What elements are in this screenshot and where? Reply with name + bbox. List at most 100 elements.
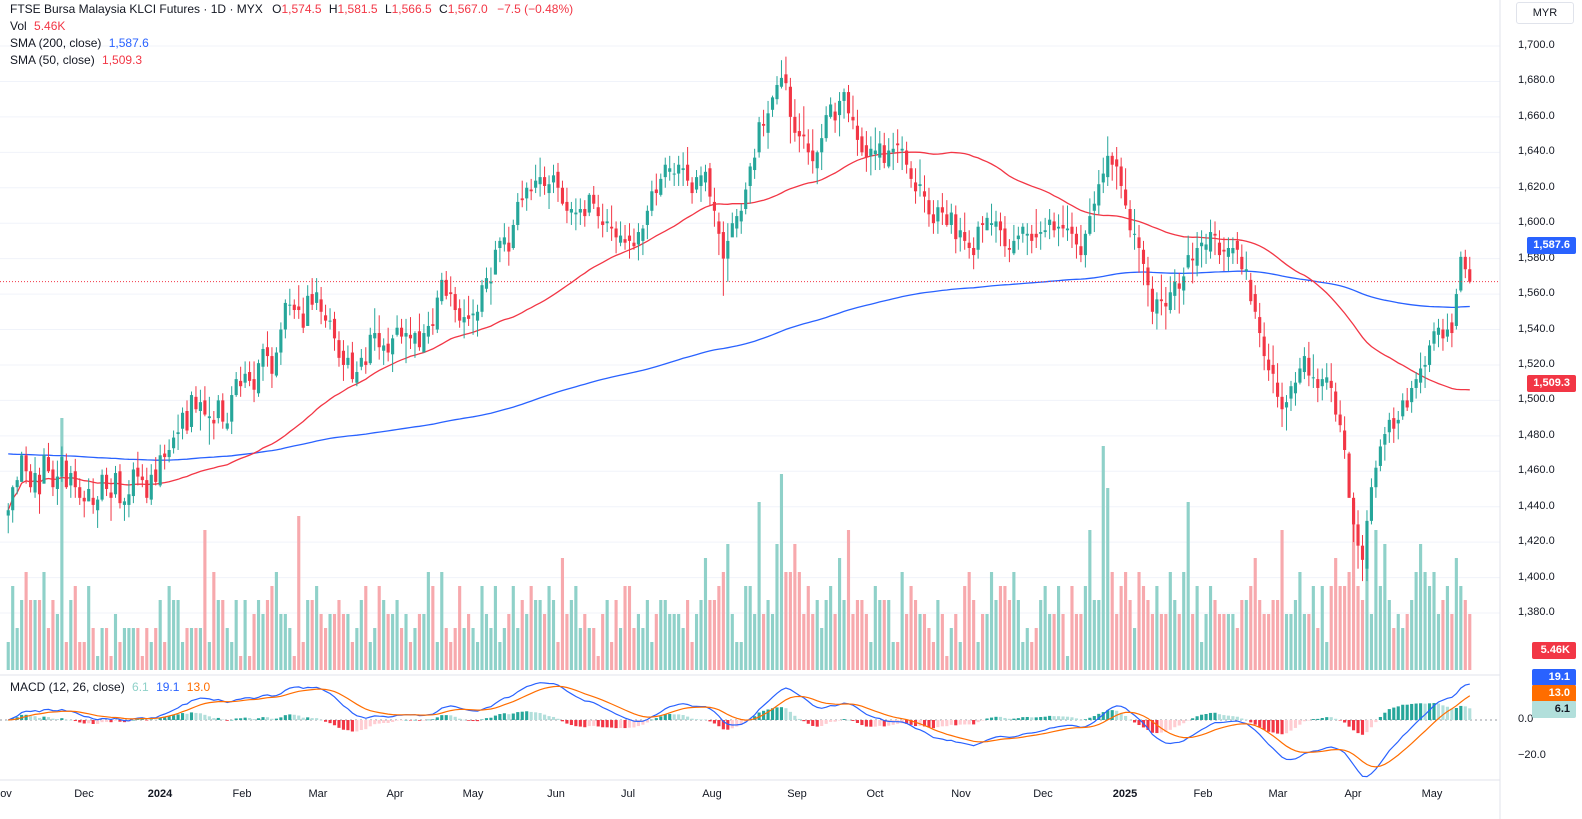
macd-legend[interactable]: MACD (12, 26, close) 6.1 19.1 13.0 [10, 678, 210, 696]
volume-bar [104, 628, 109, 670]
volume-bar [909, 586, 913, 670]
candle-body [127, 494, 131, 505]
candle-body [587, 194, 591, 213]
macd-hist-bar [1226, 715, 1230, 720]
macd-hist-bar [837, 720, 842, 721]
macd-hist-bar [493, 715, 497, 720]
macd-hist-bar [927, 720, 931, 728]
low-label: L [384, 2, 392, 16]
volume-bar [1155, 586, 1159, 670]
volume-bar [332, 614, 337, 670]
candle-body [252, 379, 256, 390]
candle-body [29, 471, 33, 488]
candle-body [1423, 364, 1427, 367]
candle-body [194, 396, 198, 410]
macd-hist-bar [1351, 720, 1356, 731]
macd-hist-bar [610, 720, 614, 728]
candle-body [1048, 219, 1052, 225]
candle-body [1141, 249, 1146, 264]
volume-bar [1021, 642, 1025, 670]
volume-bar [297, 516, 301, 670]
macd-hist-bar [981, 720, 985, 721]
volume-bar [1177, 614, 1181, 670]
candle-body [203, 400, 207, 415]
volume-bar [1396, 614, 1400, 670]
macd-hist-bar [793, 715, 797, 720]
macd-hist-bar [475, 720, 480, 722]
volume-bar [1088, 530, 1092, 670]
macd-hist-bar [239, 718, 243, 720]
macd-hist-bar [1191, 718, 1195, 720]
macd-hist-bar [668, 713, 672, 720]
sma200-legend[interactable]: SMA (200, close) 1,587.6 [10, 34, 149, 52]
candle-body [1168, 292, 1172, 311]
macd-hist-bar [270, 718, 274, 720]
macd-hist-bar [887, 720, 891, 726]
volume-bar [931, 642, 935, 670]
volume-bar [118, 642, 122, 670]
volume-bar [1343, 586, 1347, 670]
volume-bar [958, 642, 962, 670]
volume-bar [641, 628, 645, 670]
macd-hist-bar [1124, 715, 1128, 720]
volume-bar [748, 586, 752, 670]
macd-hist-bar [484, 718, 489, 720]
macd-hist-bar [529, 711, 533, 720]
volume-legend[interactable]: Vol 5.46K [10, 17, 65, 35]
macd-hist-bar [1374, 720, 1378, 723]
macd-hist-bar [967, 720, 971, 725]
candle-body [1128, 209, 1132, 231]
candle-body [60, 457, 64, 477]
volume-bar [1186, 502, 1190, 670]
macd-hist-bar [672, 714, 676, 720]
volume-bar [525, 614, 529, 670]
candle-body [958, 230, 962, 238]
volume-bar [1079, 614, 1083, 670]
volume-bar [1445, 586, 1449, 670]
sma50-legend[interactable]: SMA (50, close) 1,509.3 [10, 51, 142, 69]
candle-body [905, 150, 909, 165]
candle-body [82, 497, 86, 502]
candle-body [1392, 418, 1396, 429]
volume-bar [1338, 586, 1342, 670]
candle-body [878, 143, 882, 158]
candle-body [1450, 322, 1454, 334]
time-tick-label: Dec [1033, 788, 1053, 800]
volume-bar [632, 628, 636, 670]
candle-body [319, 299, 323, 312]
high-label: H [328, 2, 338, 16]
volume-bar [1110, 572, 1114, 670]
candle-body [274, 352, 278, 376]
candle-body [1021, 226, 1025, 234]
macd-hist-bar [627, 720, 632, 728]
volume-bar [842, 600, 846, 670]
volume-bar [341, 614, 346, 670]
volume-bar [994, 600, 998, 670]
volume-bar [301, 642, 305, 670]
candle-body [462, 317, 466, 323]
volume-bar [927, 628, 931, 670]
macd-hist-bar [194, 712, 198, 720]
macd-hist-bar [1137, 720, 1141, 726]
macd-hist-tag: 6.1 [1532, 701, 1576, 718]
candle-body [833, 111, 837, 121]
macd-hist-bar [1436, 703, 1441, 720]
candle-body [283, 302, 287, 330]
macd-hist-bar [1030, 717, 1034, 720]
candle-body [489, 281, 493, 284]
macd-hist-bar [315, 718, 319, 720]
candle-body [721, 232, 725, 259]
candle-body [1043, 230, 1047, 233]
volume-bar [69, 600, 73, 670]
candle-body [784, 74, 788, 84]
volume-bar [78, 642, 82, 670]
candle-body [1132, 233, 1137, 235]
volume-bar [668, 614, 672, 670]
volume-bar [1070, 586, 1074, 670]
currency-button[interactable]: MYR [1516, 2, 1574, 24]
candle-body [163, 453, 167, 458]
time-tick-label: Apr [1344, 788, 1362, 800]
macd-hist-bar [1106, 710, 1110, 720]
macd-hist-bar [1459, 705, 1463, 720]
macd-hist-bar [1320, 718, 1324, 720]
